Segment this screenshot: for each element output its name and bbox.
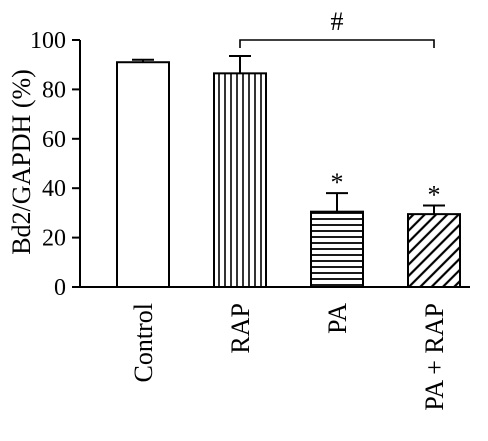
y-tick-label: 100 [30, 28, 66, 54]
category-labels: Control RAP PA PA + RAP [129, 303, 449, 411]
category-label: RAP [226, 303, 255, 354]
y-axis-label: Bd2/GAPDH (%) [7, 69, 36, 255]
annotations: # * * [239, 7, 441, 209]
bar-pa-rap [407, 213, 461, 288]
bar-rap [213, 72, 267, 288]
error-bars [132, 55, 445, 215]
y-tick-label: 60 [42, 127, 66, 153]
bars [116, 61, 461, 289]
y-tick-label: 0 [54, 275, 66, 301]
bar-pa [310, 210, 364, 288]
significance-label: # [331, 7, 344, 36]
y-tick-label: 40 [42, 176, 66, 202]
significance-bracket [239, 39, 435, 48]
y-tick-label: 20 [42, 226, 66, 252]
significance-star: * [428, 180, 441, 209]
category-label: PA [323, 303, 352, 334]
y-tick-label: 80 [42, 77, 66, 103]
significance-star: * [331, 168, 344, 197]
bar-control [116, 61, 170, 289]
category-label: Control [129, 303, 158, 382]
category-label: PA + RAP [420, 303, 449, 411]
